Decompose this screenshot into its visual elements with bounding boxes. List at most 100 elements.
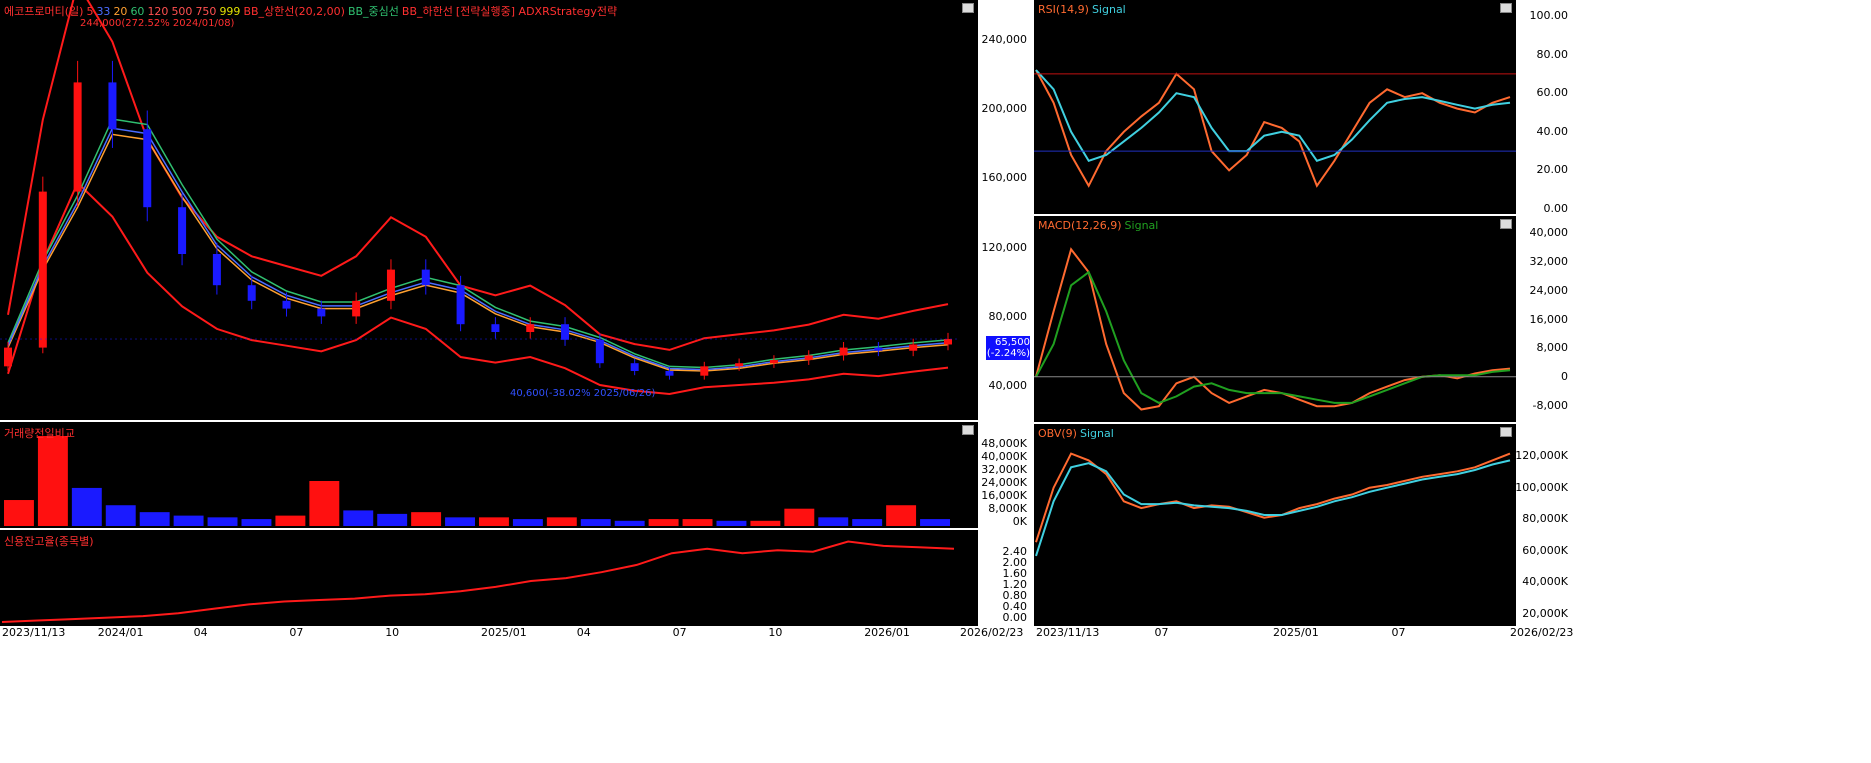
y-tick-label: 8,000 [1536,341,1569,355]
y-tick-label: 16,000 [1529,312,1569,326]
y-tick-label: 32,000 [1529,254,1569,268]
candle-body [352,300,361,317]
y-tick-label: 16,000K [981,489,1027,502]
pane-control-button[interactable] [1500,3,1512,13]
volume-bar [750,520,781,526]
credit-pane[interactable]: 신용잔고율(종목별) [0,530,978,626]
x-tick-label: 04 [193,626,208,639]
low-price-annotation: 40,600(-38.02% 2025/06/26) [510,388,656,399]
macd-line [1035,247,1511,411]
macd-signal-line [1035,270,1511,404]
volume-bar [784,508,815,526]
candle-body [561,324,570,340]
candle-body [247,285,256,301]
pane-control-button[interactable] [962,425,974,435]
volume-bar [818,517,849,526]
candle-body [595,339,604,364]
rsi-chart-svg [1034,69,1516,188]
y-tick-label: 40,000 [1529,226,1569,239]
volume-bar [479,517,509,526]
volume-bar [512,519,543,526]
obv-chart-svg [1035,452,1511,557]
credit-ratio-line [1,540,955,623]
candle-body [804,355,813,361]
rsi-signal-line [1035,69,1511,162]
y-tick-label: 20,000K [1522,607,1568,620]
volume-pane[interactable]: 거래량전일비교 [0,422,978,528]
x-tick-label: 10 [385,626,400,639]
pane-control-button[interactable] [1500,427,1512,437]
volume-bar [546,517,577,526]
legend-item: BB_하한선 [401,5,453,18]
candle-body [944,339,952,345]
legend-item: 500 [171,5,193,18]
rsi-legend: RSI(14,9) Signal [1038,3,1129,16]
obv-signal-line [1035,459,1511,557]
volume-bar [716,520,747,526]
candle-body [73,82,82,192]
ma60-line [7,118,949,369]
volume-bar [71,487,102,526]
legend-item: BB_상한선(20,2,00) [243,5,345,18]
x-tick-label: 04 [576,626,591,639]
x-tick-label: 2023/11/13 [2,626,66,639]
x-tick-label: 10 [768,626,783,639]
right-x-axis: 2023/11/13 07 2025/01 07 2026/02/23 [1030,626,1573,763]
legend-item: Signal [1124,219,1159,232]
pane-control-button[interactable] [962,3,974,13]
legend-item: 999 [219,5,241,18]
obv-line [1035,452,1511,543]
candle-body [317,308,326,317]
y-tick-label: 80.00 [1536,47,1569,61]
y-tick-label: 32,000K [981,463,1027,476]
candle-body [909,344,918,351]
y-tick-label: 200,000 [981,102,1028,116]
macd-y-axis: 40,000 32,000 24,000 16,000 8,000 0 -8,000 [1516,216,1571,422]
x-tick-label: 2025/01 [481,626,527,639]
rsi-pane[interactable]: RSI(14,9) Signal [1034,0,1516,214]
y-tick-label: 40.00 [1536,124,1569,138]
volume-bar [682,519,713,526]
y-tick-label: 80,000K [1522,512,1568,526]
pane-control-button[interactable] [1500,219,1512,229]
legend-item: [전략실행중] ADXRStrategy전략 [455,5,618,18]
candle-body [38,191,47,348]
legend-item: 33 [96,5,111,18]
x-tick-label: 2026/02/23 [960,626,1024,639]
credit-y-axis: 2.40 2.00 1.60 1.20 0.80 0.40 0.00 [978,530,1030,626]
credit-chart-svg [1,540,955,623]
candle-body [839,347,848,356]
y-tick-label: 100.00 [1529,9,1569,22]
volume-bar [343,510,374,526]
y-tick-label: 2.00 [1002,556,1028,569]
volume-bar [139,512,170,526]
left-x-axis: 2023/11/13 2024/01 04 07 10 2025/01 04 07 10 2026… [0,626,1030,763]
obv-pane[interactable]: OBV(9) Signal [1034,424,1516,626]
y-tick-label: 40,000 [988,379,1028,392]
y-tick-label: 0.80 [1002,589,1028,602]
candle-body [108,82,117,130]
price-legend: 에코프로머티(일) 5 33 20 60 120 500 750 999 BB_상한선(20,2,… [4,3,620,19]
rsi-line [1035,69,1511,188]
y-tick-label: 8,000K [988,502,1027,515]
macd-pane[interactable]: MACD(12,26,9) Signal [1034,216,1516,422]
volume-bar [275,515,306,526]
y-tick-label: 0 [1561,370,1568,384]
x-tick-label: 2024/01 [97,626,144,639]
legend-item: OBV(9) [1038,427,1077,440]
y-tick-label: 0.00 [1543,202,1569,215]
legend-item: 에코프로머티(일) [4,5,84,18]
y-tick-label: 0.40 [1002,600,1028,613]
macd-chart-svg [1034,247,1516,411]
volume-bar [445,517,475,526]
candle-body [178,207,187,254]
volume-bar [105,505,136,526]
x-tick-label: 2026/01 [864,626,910,639]
x-tick-label: 2025/01 [1273,626,1319,639]
candle-body [665,371,674,376]
price-chart-svg [0,0,960,396]
candle-body [735,363,744,367]
price-chart-pane[interactable]: 에코프로머티(일) 5 33 20 60 120 500 750 999 BB_상한선(20,2,… [0,0,978,420]
x-tick-label: 07 [1391,626,1406,639]
y-tick-label: 20.00 [1536,163,1569,177]
